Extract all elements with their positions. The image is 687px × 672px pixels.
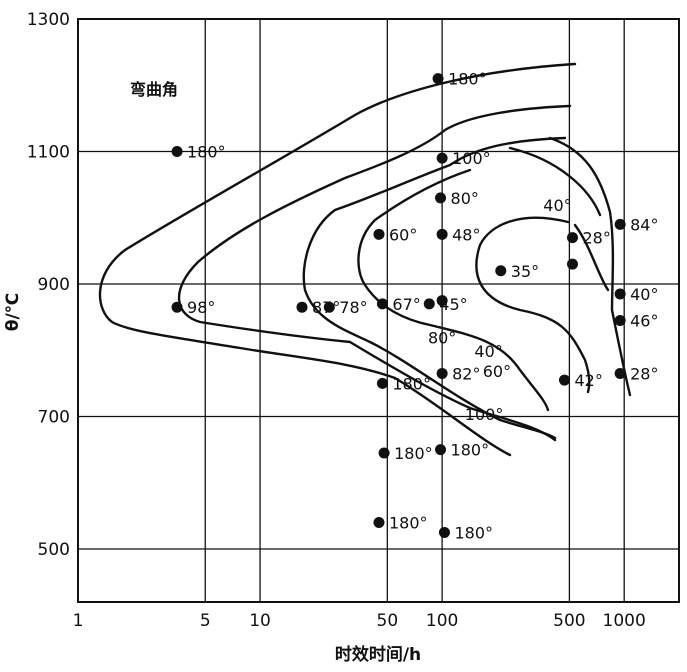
x-tick-label: 100: [426, 611, 458, 631]
data-label: 180°: [448, 70, 487, 89]
data-points: [171, 73, 626, 538]
y-tick-label: 1100: [27, 143, 70, 163]
data-label: 180°: [451, 441, 490, 460]
data-point: [614, 218, 626, 230]
contour-label: 40°: [543, 196, 571, 215]
contour-label: 100°: [465, 405, 504, 424]
tick-labels: 1 5 10 50 100 500 1000 500 700 900 1100 1300: [27, 10, 646, 631]
contour-curve-180: [98, 62, 577, 457]
data-point: [614, 367, 626, 379]
contour-label: 40°: [474, 342, 502, 361]
x-tick-label: 50: [377, 611, 399, 631]
data-point: [373, 228, 385, 240]
data-point: [566, 258, 578, 270]
legend-title: 弯曲角: [130, 80, 178, 99]
data-point: [435, 192, 447, 204]
y-tick-label: 700: [38, 408, 70, 428]
data-label: 42°: [574, 371, 602, 390]
data-point: [423, 298, 435, 310]
data-point: [614, 314, 626, 326]
data-label: 67°: [392, 295, 420, 314]
data-label: 28°: [582, 229, 610, 248]
data-label: 180°: [392, 374, 431, 393]
data-point: [495, 265, 507, 277]
data-label: 98°: [187, 298, 215, 317]
contour-curve-80: [302, 136, 567, 440]
data-point: [376, 298, 388, 310]
data-point: [171, 146, 183, 157]
contour-curve-100: [177, 104, 572, 442]
data-point: [323, 301, 335, 313]
data-label: 84°: [630, 215, 658, 234]
data-label: 87°: [312, 298, 340, 317]
x-tick-label: 1000: [603, 611, 646, 631]
data-point: [558, 374, 570, 386]
data-point: [376, 377, 388, 389]
contour-label: 60°: [483, 362, 511, 381]
data-label: 48°: [452, 225, 480, 244]
y-tick-label: 900: [38, 275, 70, 295]
data-label: 180°: [389, 514, 428, 533]
data-point: [614, 288, 626, 300]
data-label: 28°: [630, 364, 658, 383]
data-point: [436, 228, 448, 240]
data-point: [436, 367, 448, 379]
data-label: 82°: [452, 364, 480, 383]
data-label: 45°: [439, 295, 467, 314]
y-tick-label: 1300: [27, 10, 70, 30]
data-label: 180°: [394, 444, 433, 463]
data-label: 60°: [389, 225, 417, 244]
data-point: [436, 295, 448, 307]
x-tick-label: 500: [553, 611, 585, 631]
data-label: 35°: [511, 262, 539, 281]
y-tick-label: 500: [38, 540, 70, 560]
data-label: 46°: [630, 311, 658, 330]
contour-curve-60: [357, 136, 632, 412]
x-tick-label: 1: [73, 611, 84, 631]
data-point: [296, 301, 308, 313]
data-point: [378, 447, 390, 459]
contour-curves: [98, 62, 632, 457]
x-tick-label: 10: [249, 611, 271, 631]
data-point: [435, 444, 447, 456]
data-point: [566, 232, 578, 244]
point-labels: 180° 98° 87°78° 60° 67° 180° 180° 180° 180° 100° 8…: [187, 70, 658, 543]
data-label: 78°: [339, 298, 367, 317]
plot-frame: [77, 18, 680, 603]
grid-layer: [78, 19, 679, 602]
data-point: [436, 152, 448, 164]
x-axis-title: 时效时间/h: [335, 644, 421, 665]
y-axis-title: θ/℃: [3, 293, 23, 331]
data-label: 80°: [451, 189, 479, 208]
data-label: 40°: [630, 285, 658, 304]
data-point: [432, 73, 444, 85]
data-label: 180°: [187, 143, 226, 162]
data-point: [171, 301, 183, 313]
x-tick-label: 5: [200, 611, 211, 631]
contour-curve-28: [573, 223, 610, 292]
data-label: 180°: [454, 523, 493, 542]
contour-label: 80°: [428, 329, 456, 348]
contour-curve-40: [475, 146, 602, 394]
data-point: [438, 526, 450, 538]
data-label: 100°: [452, 149, 491, 168]
data-point: [373, 517, 385, 528]
